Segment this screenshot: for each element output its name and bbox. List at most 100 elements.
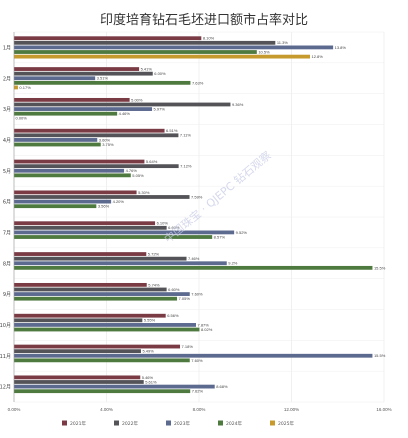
data-label: 7.46%: [188, 256, 200, 261]
data-label: 5.97%: [154, 106, 166, 111]
bar-2022年-9月: [14, 287, 167, 292]
data-label: 8.02%: [201, 327, 213, 332]
data-label: 9.52%: [236, 230, 248, 235]
bar-2022年-7月: [14, 225, 167, 230]
data-label: 6.00%: [154, 71, 166, 76]
data-label: 5.05%: [132, 173, 144, 178]
data-label: 4.46%: [119, 111, 131, 116]
data-label: 11.3%: [277, 40, 288, 45]
data-label: 5.55%: [144, 318, 156, 323]
bar-2021年-4月: [14, 128, 165, 133]
bar-2021年-2月: [14, 67, 140, 71]
category-label: 7月: [3, 230, 11, 236]
bar-2022年-12月: [14, 380, 144, 384]
category-label: 3月: [3, 107, 11, 113]
data-label: 7.62%: [192, 389, 204, 394]
bar-2023年-8月: [14, 261, 227, 266]
category-label: 5月: [3, 169, 11, 175]
bar-2022年-1月: [14, 40, 276, 45]
bar-2024年-1月: [14, 50, 257, 54]
bar-2023年-11月: [14, 353, 373, 358]
data-label: 8.57%: [214, 234, 226, 239]
data-label: 6.60%: [168, 287, 180, 292]
data-label: 3.75%: [102, 142, 114, 147]
x-tick-label: 0.00%: [8, 407, 21, 412]
data-label: 7.18%: [182, 344, 194, 349]
bar-2024年-6月: [14, 204, 97, 209]
bar-2022年-11月: [14, 349, 141, 354]
bar-2024年-7月: [14, 235, 213, 239]
data-label: 15.5%: [374, 353, 386, 358]
x-tick-label: 16.00%: [376, 407, 391, 412]
data-label: 5.74%: [148, 282, 160, 287]
bar-2021年-3月: [14, 97, 130, 102]
bar-2021年-6月: [14, 190, 137, 195]
data-label: 5.00%: [131, 97, 143, 102]
data-label: 7.60%: [191, 358, 203, 363]
bar-2023年-5月: [14, 168, 125, 173]
bar-2025年-1月: [14, 54, 310, 59]
bar-2021年-7月: [14, 221, 156, 226]
bar-2024年-8月: [14, 265, 373, 270]
bar-2025年-2月: [14, 85, 18, 90]
data-label: 6.56%: [167, 313, 179, 318]
legend-swatch: [218, 420, 223, 426]
category-label: 12月: [0, 385, 11, 391]
bar-2023年-10月: [14, 323, 196, 327]
bar-2022年-5月: [14, 164, 179, 169]
data-label: 5.64%: [146, 159, 158, 164]
x-tick-label: 8.00%: [193, 407, 206, 412]
bar-2022年-8月: [14, 256, 187, 261]
bar-2024年-11月: [14, 358, 190, 363]
bar-2023年-7月: [14, 230, 235, 235]
bar-2023年-4月: [14, 138, 98, 142]
data-label: 7.60%: [191, 291, 203, 296]
data-label: 7.12%: [180, 164, 192, 169]
legend-swatch: [166, 420, 171, 426]
bar-2024年-5月: [14, 173, 131, 178]
bar-2021年-12月: [14, 375, 141, 380]
category-label: 4月: [3, 138, 11, 144]
data-label: 5.72%: [148, 251, 160, 256]
data-label: 8.68%: [216, 384, 228, 389]
data-label: 6.60%: [168, 225, 180, 230]
data-label: 9.2%: [228, 261, 238, 266]
category-label: 10月: [0, 323, 11, 329]
chart-title: 印度培育钻石毛坯进口额市占率对比: [100, 12, 308, 28]
bar-2021年-1月: [14, 36, 202, 41]
bar-2022年-4月: [14, 133, 179, 138]
bar-2024年-2月: [14, 80, 191, 85]
data-label: 3.51%: [97, 76, 109, 81]
data-label: 7.05%: [179, 296, 191, 301]
legend-label: 2025年: [278, 420, 294, 427]
bar-2023年-3月: [14, 107, 153, 111]
data-label: 6.10%: [157, 221, 169, 226]
bar-2022年-3月: [14, 102, 231, 107]
data-label: 5.61%: [145, 379, 157, 384]
category-label: 11月: [0, 354, 11, 360]
data-label: 0.00%: [16, 116, 28, 121]
data-label: 12.8%: [312, 54, 324, 59]
legend-label: 2021年: [70, 420, 86, 427]
bar-2021年-11月: [14, 344, 181, 349]
legend-swatch: [62, 420, 67, 426]
x-tick-label: 4.00%: [100, 407, 113, 412]
bar-2023年-9月: [14, 292, 190, 296]
bar-2022年-2月: [14, 71, 153, 76]
data-label: 7.11%: [180, 133, 191, 138]
legend-swatch: [270, 420, 275, 426]
bar-2022年-10月: [14, 318, 143, 323]
bar-2023年-2月: [14, 76, 96, 81]
bar-2023年-6月: [14, 199, 112, 204]
legend-label: 2022年: [122, 420, 138, 427]
bar-2024年-3月: [14, 111, 118, 116]
category-label: 6月: [3, 200, 11, 206]
bar-2022年-6月: [14, 195, 190, 199]
data-label: 13.8%: [335, 45, 347, 50]
category-label: 9月: [3, 292, 11, 298]
bar-2024年-10月: [14, 327, 200, 332]
data-label: 5.46%: [142, 375, 154, 380]
bar-2024年-9月: [14, 296, 178, 301]
